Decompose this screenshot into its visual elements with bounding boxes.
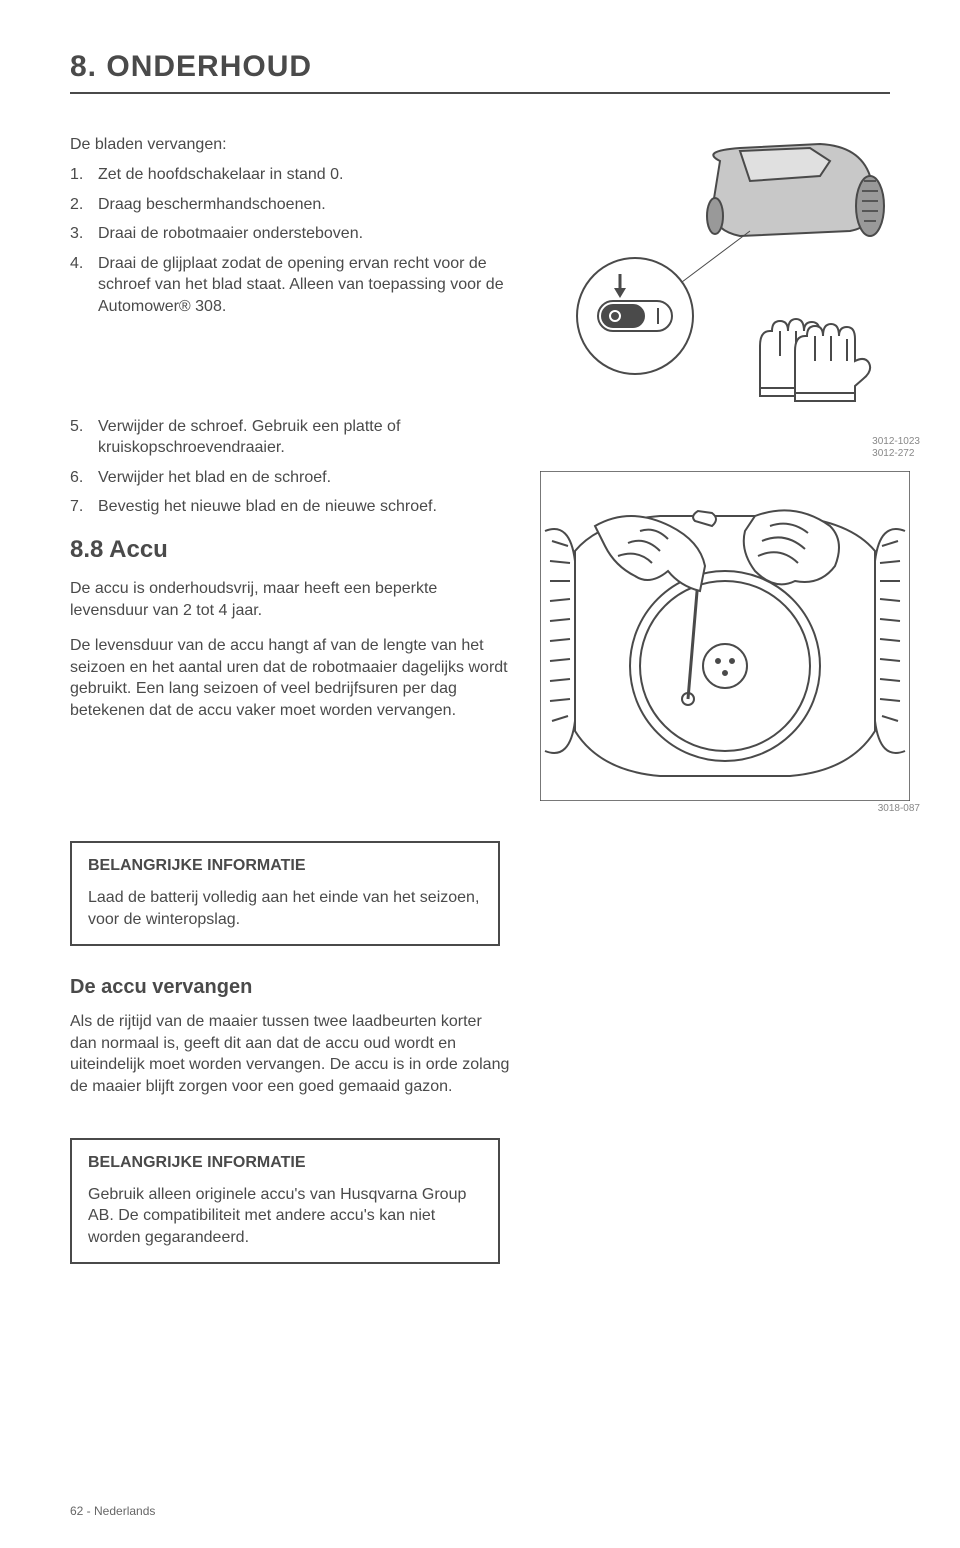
- info-box-2: BELANGRIJKE INFORMATIE Gebruik alleen or…: [70, 1138, 500, 1265]
- step-text: Draag beschermhandschoenen.: [98, 194, 510, 216]
- step-item: 1.Zet de hoofdschakelaar in stand 0.: [70, 164, 510, 186]
- step-num: 5.: [70, 416, 98, 459]
- step-item: 7.Bevestig het nieuwe blad en de nieuwe …: [70, 496, 510, 518]
- step-text: Verwijder de schroef. Gebruik een platte…: [98, 416, 510, 459]
- figure-ref: 3018-087: [878, 803, 920, 815]
- step-list-b: 5.Verwijder de schroef. Gebruik een plat…: [70, 416, 510, 518]
- step-num: 2.: [70, 194, 98, 216]
- figure-blade-change: 3018-087: [540, 471, 910, 801]
- intro-text: De bladen vervangen:: [70, 136, 510, 154]
- replace-para: Als de rijtijd van de maaier tussen twee…: [70, 1011, 510, 1097]
- step-text: Draai de robotmaaier ondersteboven.: [98, 223, 510, 245]
- info-box-title: BELANGRIJKE INFORMATIE: [88, 1154, 482, 1172]
- section-heading: 8.8 Accu: [70, 536, 510, 564]
- heading-rule: [70, 92, 890, 94]
- content-row-1: De bladen vervangen: 1.Zet de hoofdschak…: [70, 136, 890, 801]
- mower-illustration: [540, 136, 890, 436]
- step-num: 4.: [70, 253, 98, 318]
- step-text: Bevestig het nieuwe blad en de nieuwe sc…: [98, 496, 510, 518]
- left-column: De bladen vervangen: 1.Zet de hoofdschak…: [70, 136, 510, 801]
- step-text: Verwijder het blad en de schroef.: [98, 467, 510, 489]
- step-item: 4.Draai de glijplaat zodat de opening er…: [70, 253, 510, 318]
- step-num: 1.: [70, 164, 98, 186]
- accu-para-1: De accu is onderhoudsvrij, maar heeft ee…: [70, 578, 510, 621]
- step-text: Draai de glijplaat zodat de opening erva…: [98, 253, 510, 318]
- subsection-heading: De accu vervangen: [70, 976, 890, 999]
- step-num: 7.: [70, 496, 98, 518]
- info-box-title: BELANGRIJKE INFORMATIE: [88, 857, 482, 875]
- figure-mower-switch-gloves: 3012-1023 3012-272: [540, 136, 910, 436]
- step-num: 3.: [70, 223, 98, 245]
- info-box-text: Gebruik alleen originele accu's van Husq…: [88, 1184, 482, 1249]
- step-text: Zet de hoofdschakelaar in stand 0.: [98, 164, 510, 186]
- step-item: 5.Verwijder de schroef. Gebruik een plat…: [70, 416, 510, 459]
- step-num: 6.: [70, 467, 98, 489]
- step-item: 6.Verwijder het blad en de schroef.: [70, 467, 510, 489]
- step-item: 2.Draag beschermhandschoenen.: [70, 194, 510, 216]
- right-column: 3012-1023 3012-272: [540, 136, 910, 801]
- info-box-1: BELANGRIJKE INFORMATIE Laad de batterij …: [70, 841, 500, 946]
- figure-ref: 3012-1023 3012-272: [872, 436, 920, 460]
- chapter-title: 8. ONDERHOUD: [70, 50, 890, 84]
- info-box-text: Laad de batterij volledig aan het einde …: [88, 887, 482, 930]
- blade-illustration: [540, 471, 910, 801]
- accu-para-2: De levensduur van de accu hangt af van d…: [70, 635, 510, 721]
- step-item: 3.Draai de robotmaaier ondersteboven.: [70, 223, 510, 245]
- spacer: [70, 326, 510, 416]
- page-footer: 62 - Nederlands: [70, 1504, 155, 1518]
- step-list-a: 1.Zet de hoofdschakelaar in stand 0. 2.D…: [70, 164, 510, 318]
